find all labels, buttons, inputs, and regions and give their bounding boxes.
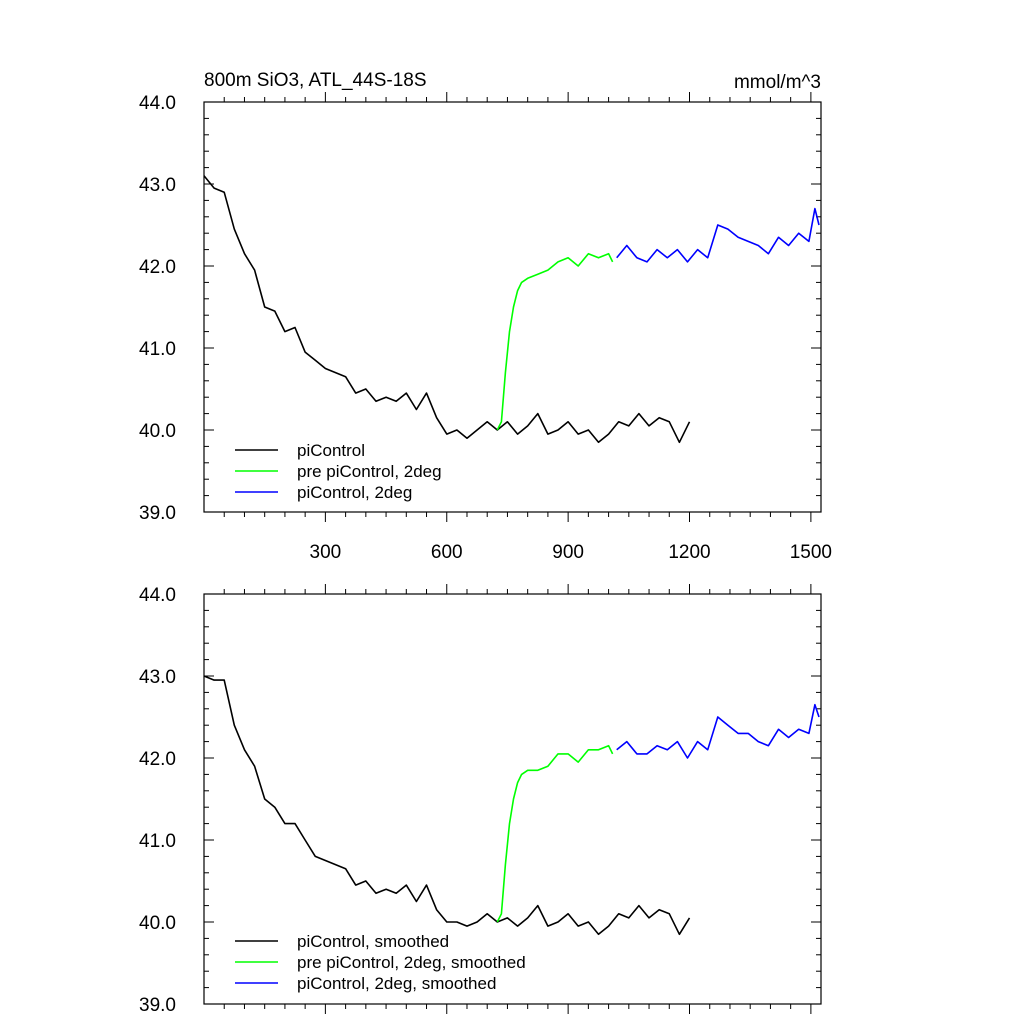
y-tick-label: 44.0 (139, 585, 176, 606)
plot-frame (203, 593, 822, 1005)
legend-label: pre piControl, 2deg, smoothed (297, 953, 526, 972)
legend-label: piControl, 2deg, smoothed (297, 974, 496, 993)
y-tick-label: 43.0 (139, 667, 176, 688)
y-tick-label: 43.0 (139, 175, 176, 196)
y-tick-label: 41.0 (139, 831, 176, 852)
y-tick-label: 40.0 (139, 913, 176, 934)
x-tick-label: 1200 (668, 542, 710, 563)
legend-label: piControl (297, 441, 365, 460)
x-tick-label: 900 (552, 542, 584, 563)
bottom-panel: 39.0 40.0 41.0 42.0 43.0 44.0 piControl, smoot… (139, 584, 822, 1016)
legend-label: piControl, 2deg (297, 483, 412, 502)
x-tick-label: 600 (431, 542, 463, 563)
series-line-0 (203, 175, 691, 444)
y-tick-label: 39.0 (139, 503, 176, 524)
plot-frame (203, 101, 822, 513)
legend-label: pre piControl, 2deg (297, 462, 442, 481)
y-tick-label: 44.0 (139, 93, 176, 114)
chart-title: 800m SiO3, ATL_44S-18S (204, 70, 427, 91)
legend-label: piControl, smoothed (297, 932, 449, 951)
y-tick-label: 41.0 (139, 339, 176, 360)
series-line-1 (496, 252, 614, 431)
y-tick-label: 42.0 (139, 749, 176, 770)
series-line-1 (496, 744, 614, 923)
x-tick-label: 300 (310, 542, 342, 563)
y-tick-label: 42.0 (139, 257, 176, 278)
x-tick-label: 1500 (790, 542, 832, 563)
top-panel: 39.0 40.0 41.0 42.0 43.0 44.0 300 600 900 1200 150… (139, 92, 832, 563)
units-label: mmol/m^3 (734, 72, 821, 93)
series-line-2 (616, 207, 820, 263)
series-line-0 (203, 675, 691, 936)
y-tick-label: 39.0 (139, 995, 176, 1016)
y-tick-label: 40.0 (139, 421, 176, 442)
series-line-2 (616, 703, 820, 759)
